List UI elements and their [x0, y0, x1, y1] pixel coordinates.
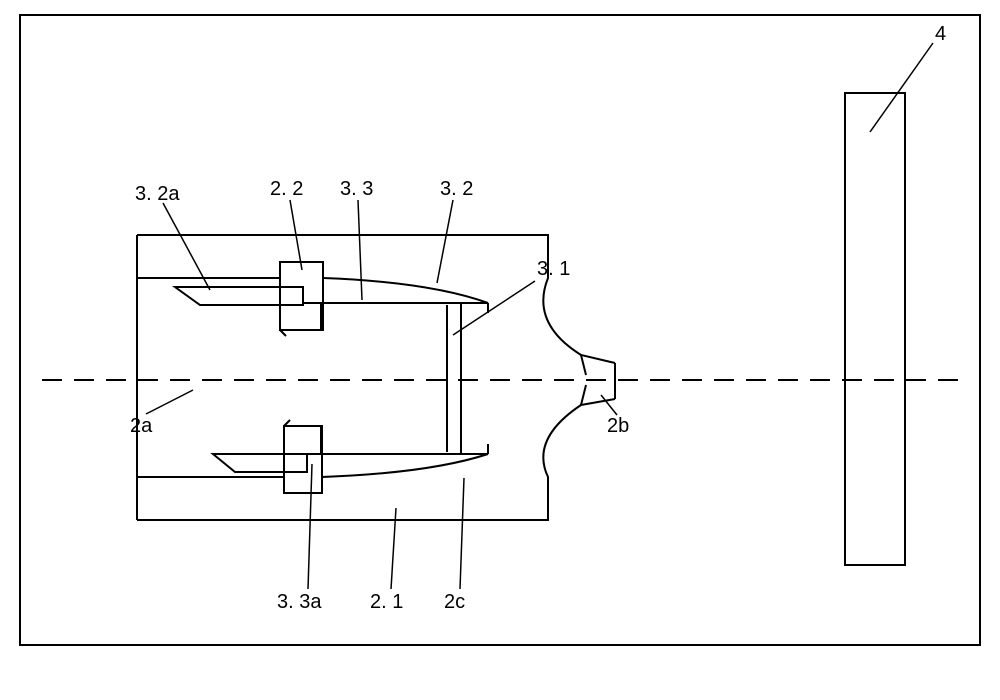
leader-line [460, 478, 464, 589]
technical-diagram: 4 3. 2a 2. 2 3. 3 3. 2 3. 1 2a 3. 3a 2. 1 2c 2b [0, 0, 1000, 700]
label-text: 2c [444, 591, 465, 613]
leader-line [146, 390, 193, 414]
label-text: 4 [935, 23, 946, 45]
lug-top [280, 262, 323, 330]
pin-top [175, 287, 303, 305]
label-text: 3. 2a [135, 183, 180, 205]
inner-bot-curve [322, 454, 488, 477]
label-text: 3. 3 [340, 178, 373, 200]
plate [845, 93, 905, 565]
inner-top-curve [323, 278, 488, 303]
lug-bot [284, 426, 322, 493]
leader-line [163, 203, 210, 290]
label-text: 2. 2 [270, 178, 303, 200]
pin-bot [213, 454, 307, 472]
label-text: 2a [130, 415, 153, 437]
leader-line [453, 281, 535, 335]
nozzle-throat-bot [581, 385, 586, 405]
leader-line [358, 200, 362, 300]
body-outer-bot [137, 399, 615, 520]
leader-line [437, 200, 453, 283]
leader-line [308, 464, 312, 589]
label-text: 3. 2 [440, 178, 473, 200]
body-outer-top [137, 235, 615, 363]
label-text: 3. 3a [277, 591, 322, 613]
leader-line [870, 43, 933, 132]
label-text: 2. 1 [370, 591, 403, 613]
label-text: 3. 1 [537, 258, 570, 280]
label-text: 2b [607, 415, 629, 437]
nozzle-throat-top [581, 355, 586, 375]
outer-border [20, 15, 980, 645]
